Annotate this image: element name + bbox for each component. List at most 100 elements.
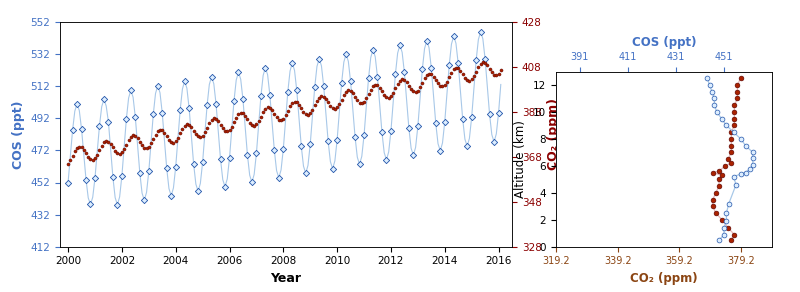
Point: [432, 81, 445, 86]
Point: [308, 85, 321, 90]
Point: [218, 128, 231, 133]
Point: [214, 157, 227, 162]
Point: [458, 76, 471, 80]
Point: [120, 142, 133, 147]
Point: [330, 138, 343, 142]
Point: [187, 128, 200, 133]
Point: [340, 90, 353, 94]
Point: [461, 144, 474, 149]
Point: [270, 115, 283, 119]
Point: [358, 100, 370, 104]
Point: [725, 137, 738, 141]
Point: [70, 102, 83, 106]
Point: [75, 126, 88, 131]
Point: [744, 166, 757, 171]
Point: [425, 72, 438, 77]
Point: [351, 98, 364, 103]
Point: [722, 157, 734, 161]
Point: [713, 177, 726, 182]
Point: [194, 135, 206, 139]
Point: [353, 162, 366, 167]
Point: [299, 171, 312, 175]
Point: [241, 153, 254, 157]
Point: [708, 103, 721, 107]
Point: [241, 117, 254, 122]
Point: [706, 170, 719, 175]
Point: [703, 83, 716, 87]
Point: [353, 100, 366, 105]
Point: [182, 106, 195, 111]
Point: [421, 38, 434, 43]
Point: [266, 108, 278, 113]
Point: [102, 139, 115, 144]
Point: [728, 123, 741, 128]
Point: [273, 117, 286, 122]
Point: [344, 89, 357, 93]
Point: [718, 225, 730, 230]
Point: [250, 151, 263, 156]
Y-axis label: COS (ppt): COS (ppt): [12, 100, 25, 168]
Point: [313, 56, 326, 61]
Point: [140, 146, 153, 151]
Point: [362, 76, 375, 81]
Point: [443, 75, 456, 79]
Point: [710, 211, 722, 215]
Point: [98, 97, 110, 102]
Point: [174, 131, 186, 136]
Point: [342, 88, 354, 93]
Point: [728, 232, 741, 237]
Point: [456, 117, 469, 121]
Point: [472, 65, 485, 69]
Point: [713, 169, 726, 174]
Point: [718, 164, 731, 168]
Point: [174, 108, 186, 112]
Point: [227, 99, 240, 103]
Point: [734, 172, 747, 176]
Point: [338, 93, 350, 98]
Point: [154, 127, 166, 132]
Point: [492, 111, 505, 115]
Point: [718, 232, 730, 237]
Point: [324, 104, 337, 108]
Point: [385, 128, 398, 133]
Y-axis label: CO₂ (ppm): CO₂ (ppm): [547, 98, 560, 170]
Point: [142, 169, 155, 174]
Point: [210, 102, 222, 106]
Point: [134, 140, 146, 144]
Point: [716, 173, 729, 178]
Point: [66, 154, 79, 158]
Point: [728, 117, 741, 121]
Point: [106, 145, 119, 150]
Point: [91, 152, 104, 157]
Point: [443, 63, 456, 67]
Point: [246, 180, 258, 185]
Point: [731, 96, 744, 101]
Point: [728, 110, 741, 114]
Point: [250, 122, 263, 127]
Point: [727, 130, 740, 135]
Point: [411, 88, 424, 93]
Point: [248, 124, 261, 128]
Point: [725, 238, 738, 242]
Point: [262, 105, 274, 110]
Point: [82, 154, 94, 159]
Point: [257, 110, 270, 114]
Point: [474, 61, 487, 66]
Point: [411, 124, 424, 129]
Point: [149, 132, 162, 137]
Point: [111, 151, 124, 156]
Point: [463, 79, 476, 83]
Point: [483, 66, 496, 71]
Point: [710, 110, 723, 114]
Point: [64, 158, 77, 163]
Point: [366, 84, 379, 88]
Point: [470, 58, 482, 63]
Point: [196, 133, 209, 138]
Point: [226, 124, 238, 129]
Point: [246, 123, 258, 128]
Point: [308, 103, 321, 108]
Point: [322, 100, 334, 105]
Point: [716, 218, 729, 222]
Point: [739, 170, 752, 175]
Point: [129, 115, 142, 120]
